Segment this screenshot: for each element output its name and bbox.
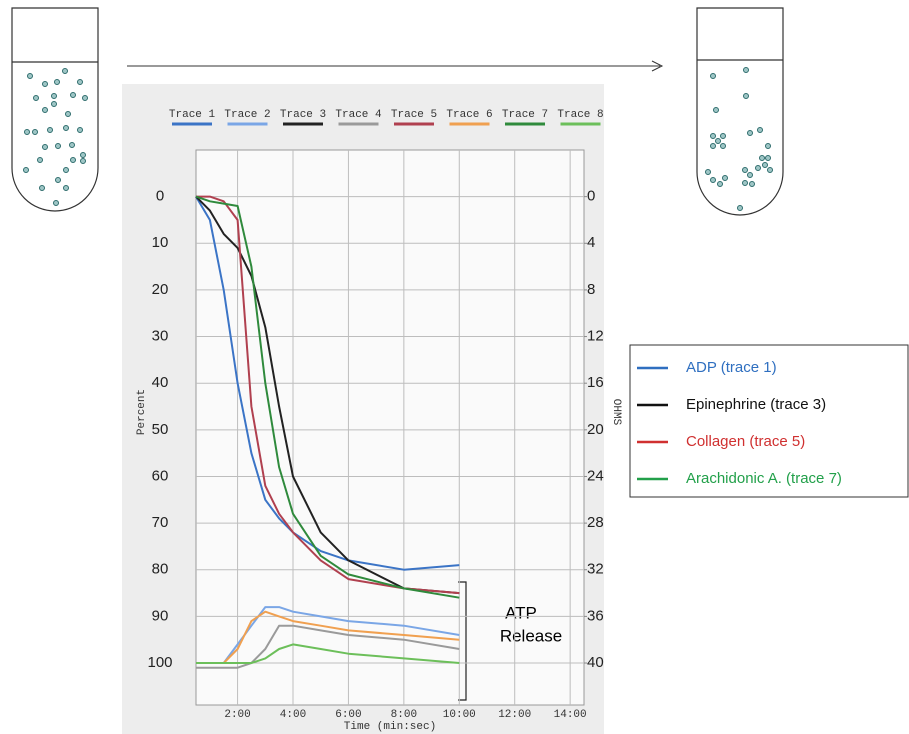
x-tick-label: 2:00 — [224, 709, 250, 721]
series-line — [196, 643, 460, 664]
y2-tick-label: 0 — [587, 188, 595, 205]
y2-tick-label: 24 — [587, 467, 604, 484]
legend-label: Arachidonic A. (trace 7) — [686, 470, 842, 487]
y2-tick-label: 36 — [587, 607, 604, 624]
y2-tick-label: 32 — [587, 561, 604, 578]
x-tick-label: 14:00 — [554, 709, 587, 721]
x-tick-label: 12:00 — [498, 709, 531, 721]
y-tick-label: 70 — [152, 514, 169, 531]
tube-before — [11, 7, 99, 212]
legend-label: Trace 4 — [335, 109, 382, 121]
x-tick-label: 10:00 — [443, 709, 476, 721]
y2-tick-label: 20 — [587, 421, 604, 438]
x-tick-label: 8:00 — [391, 709, 417, 721]
y2-tick-label: 4 — [587, 234, 595, 251]
y-tick-label: 10 — [152, 234, 169, 251]
y-tick-label: 80 — [152, 561, 169, 578]
y-tick-label: 20 — [152, 281, 169, 298]
legend-label: Trace 2 — [224, 109, 270, 121]
y-tick-label: 0 — [156, 188, 164, 205]
legend-label: Trace 5 — [391, 109, 437, 121]
y-tick-label: 40 — [152, 374, 169, 391]
y2-tick-label: 40 — [587, 654, 604, 671]
y2-tick-label: 16 — [587, 374, 604, 391]
y-tick-label: 50 — [152, 421, 169, 438]
annotation: Release — [500, 626, 562, 645]
series-line — [195, 195, 460, 595]
series-line — [196, 624, 460, 669]
x-axis-title: Time (min:sec) — [344, 721, 436, 733]
legend-label: Trace 8 — [557, 109, 603, 121]
bracket — [458, 581, 467, 701]
legend-label: Collagen (trace 5) — [686, 433, 805, 450]
y-tick-label: 30 — [152, 328, 169, 345]
legend-label: Trace 3 — [280, 109, 326, 121]
series-line — [195, 195, 460, 599]
y2-tick-label: 28 — [587, 514, 604, 531]
legend-label: Trace 6 — [446, 109, 492, 121]
y-tick-label: 60 — [152, 467, 169, 484]
tube-after — [696, 7, 784, 216]
arrow-head — [651, 60, 664, 72]
series-line — [195, 196, 460, 571]
legend-box — [629, 344, 909, 498]
y-tick-label: 100 — [147, 654, 172, 671]
legend-label: Trace 1 — [169, 109, 216, 121]
y2-tick-label: 8 — [587, 281, 595, 298]
legend-label: ADP (trace 1) — [686, 359, 777, 376]
y2-axis-title: OHMS — [610, 399, 622, 426]
legend-label: Epinephrine (trace 3) — [686, 396, 826, 413]
series-line — [196, 195, 460, 595]
y-tick-label: 90 — [152, 607, 169, 624]
x-tick-label: 6:00 — [335, 709, 361, 721]
y2-tick-label: 12 — [587, 328, 604, 345]
y-axis-title: Percent — [136, 389, 148, 435]
x-tick-label: 4:00 — [280, 709, 306, 721]
annotation: ATP — [505, 603, 537, 622]
legend-label: Trace 7 — [502, 109, 548, 121]
